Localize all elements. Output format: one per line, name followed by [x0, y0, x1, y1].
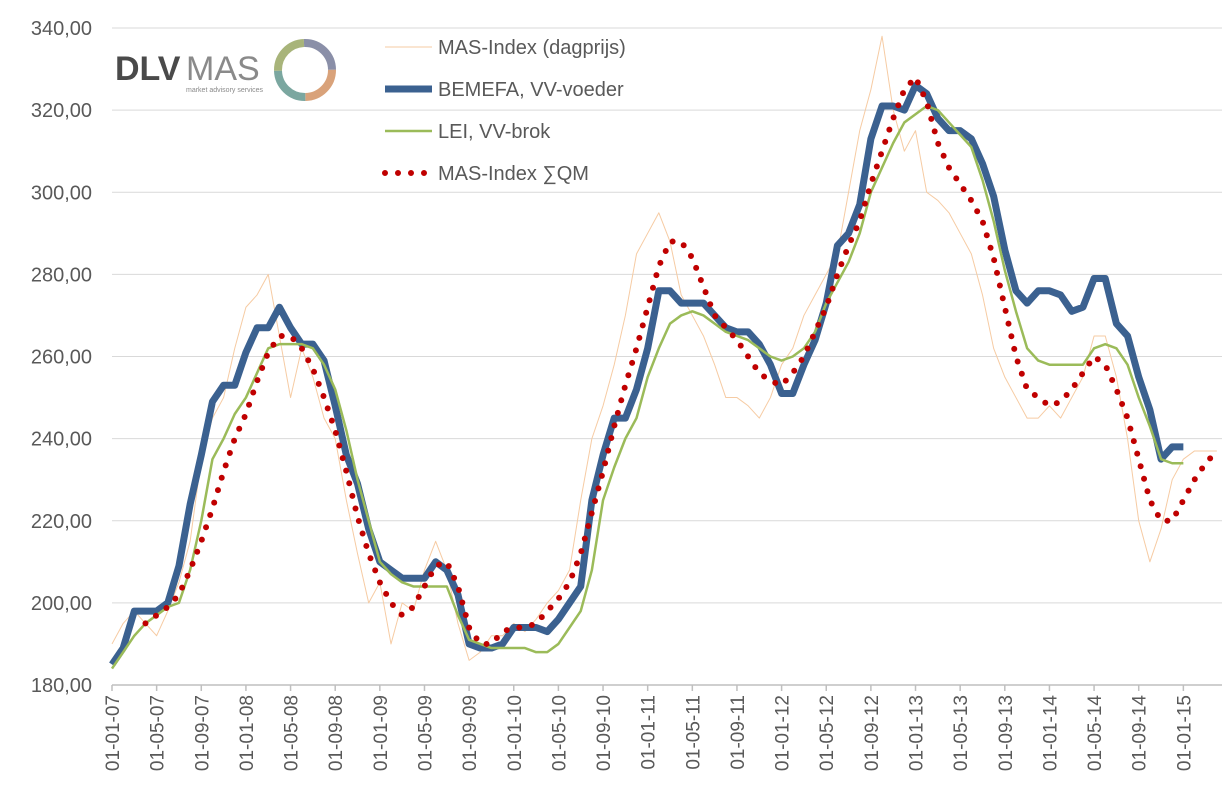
x-tick-label: 01-09-07	[192, 695, 213, 771]
x-tick-label: 01-09-09	[460, 695, 481, 771]
legend-label: MAS-Index (dagprijs)	[438, 37, 626, 59]
legend-label: LEI, VV-brok	[438, 121, 551, 143]
x-tick-label: 01-09-10	[594, 695, 615, 771]
logo-ring	[274, 39, 336, 101]
x-tick-label: 01-01-15	[1174, 695, 1195, 771]
x-tick-label: 01-05-08	[282, 695, 303, 771]
y-tick-label: 260,00	[31, 347, 92, 369]
x-tick-label: 01-01-09	[371, 695, 392, 771]
x-tick-label: 01-09-12	[862, 695, 883, 771]
x-tick-label: 01-01-14	[1040, 695, 1061, 771]
x-tick-label: 01-05-13	[951, 695, 972, 771]
y-tick-label: 240,00	[31, 429, 92, 451]
x-tick-label: 01-05-12	[817, 695, 838, 771]
y-tick-label: 340,00	[31, 18, 92, 40]
x-tick-label: 01-09-08	[326, 695, 347, 771]
legend-label: BEMEFA, VV-voeder	[438, 79, 624, 101]
y-tick-label: 320,00	[31, 100, 92, 122]
logo-dlv: DLV	[115, 50, 181, 88]
logo-ring	[274, 39, 336, 101]
x-tick-label: 01-01-11	[639, 695, 660, 770]
y-tick-label: 220,00	[31, 511, 92, 533]
y-tick-label: 200,00	[31, 593, 92, 615]
x-tick-label: 01-05-14	[1085, 695, 1106, 771]
x-tick-label: 01-05-11	[683, 695, 704, 770]
x-tick-label: 01-01-12	[773, 695, 794, 771]
logo-mas: MAS	[186, 50, 260, 88]
series-line	[109, 81, 1184, 667]
y-tick-label: 300,00	[31, 182, 92, 204]
y-tick-label: 180,00	[31, 675, 92, 697]
legend-label: MAS-Index ∑QM	[438, 163, 589, 185]
logo: DLV MAS market advisory services	[115, 39, 336, 101]
logo-ring	[274, 39, 336, 101]
logo-ring	[274, 39, 336, 101]
x-tick-label: 01-01-07	[103, 695, 124, 771]
x-tick-label: 01-01-10	[505, 695, 526, 771]
x-tick-label: 01-09-14	[1130, 695, 1151, 771]
x-tick-label: 01-01-13	[907, 695, 928, 771]
x-tick-label: 01-05-07	[148, 695, 169, 771]
logo-tagline: market advisory services	[186, 87, 264, 94]
series-line	[142, 74, 1220, 647]
x-tick-label: 01-05-09	[415, 695, 436, 771]
x-tick-label: 01-05-10	[549, 695, 570, 771]
y-tick-label: 280,00	[31, 264, 92, 286]
series-line	[111, 35, 1217, 661]
x-tick-label: 01-09-13	[996, 695, 1017, 771]
x-tick-label: 01-09-11	[728, 695, 749, 770]
x-tick-label: 01-01-08	[237, 695, 258, 771]
series-line	[110, 104, 1184, 670]
